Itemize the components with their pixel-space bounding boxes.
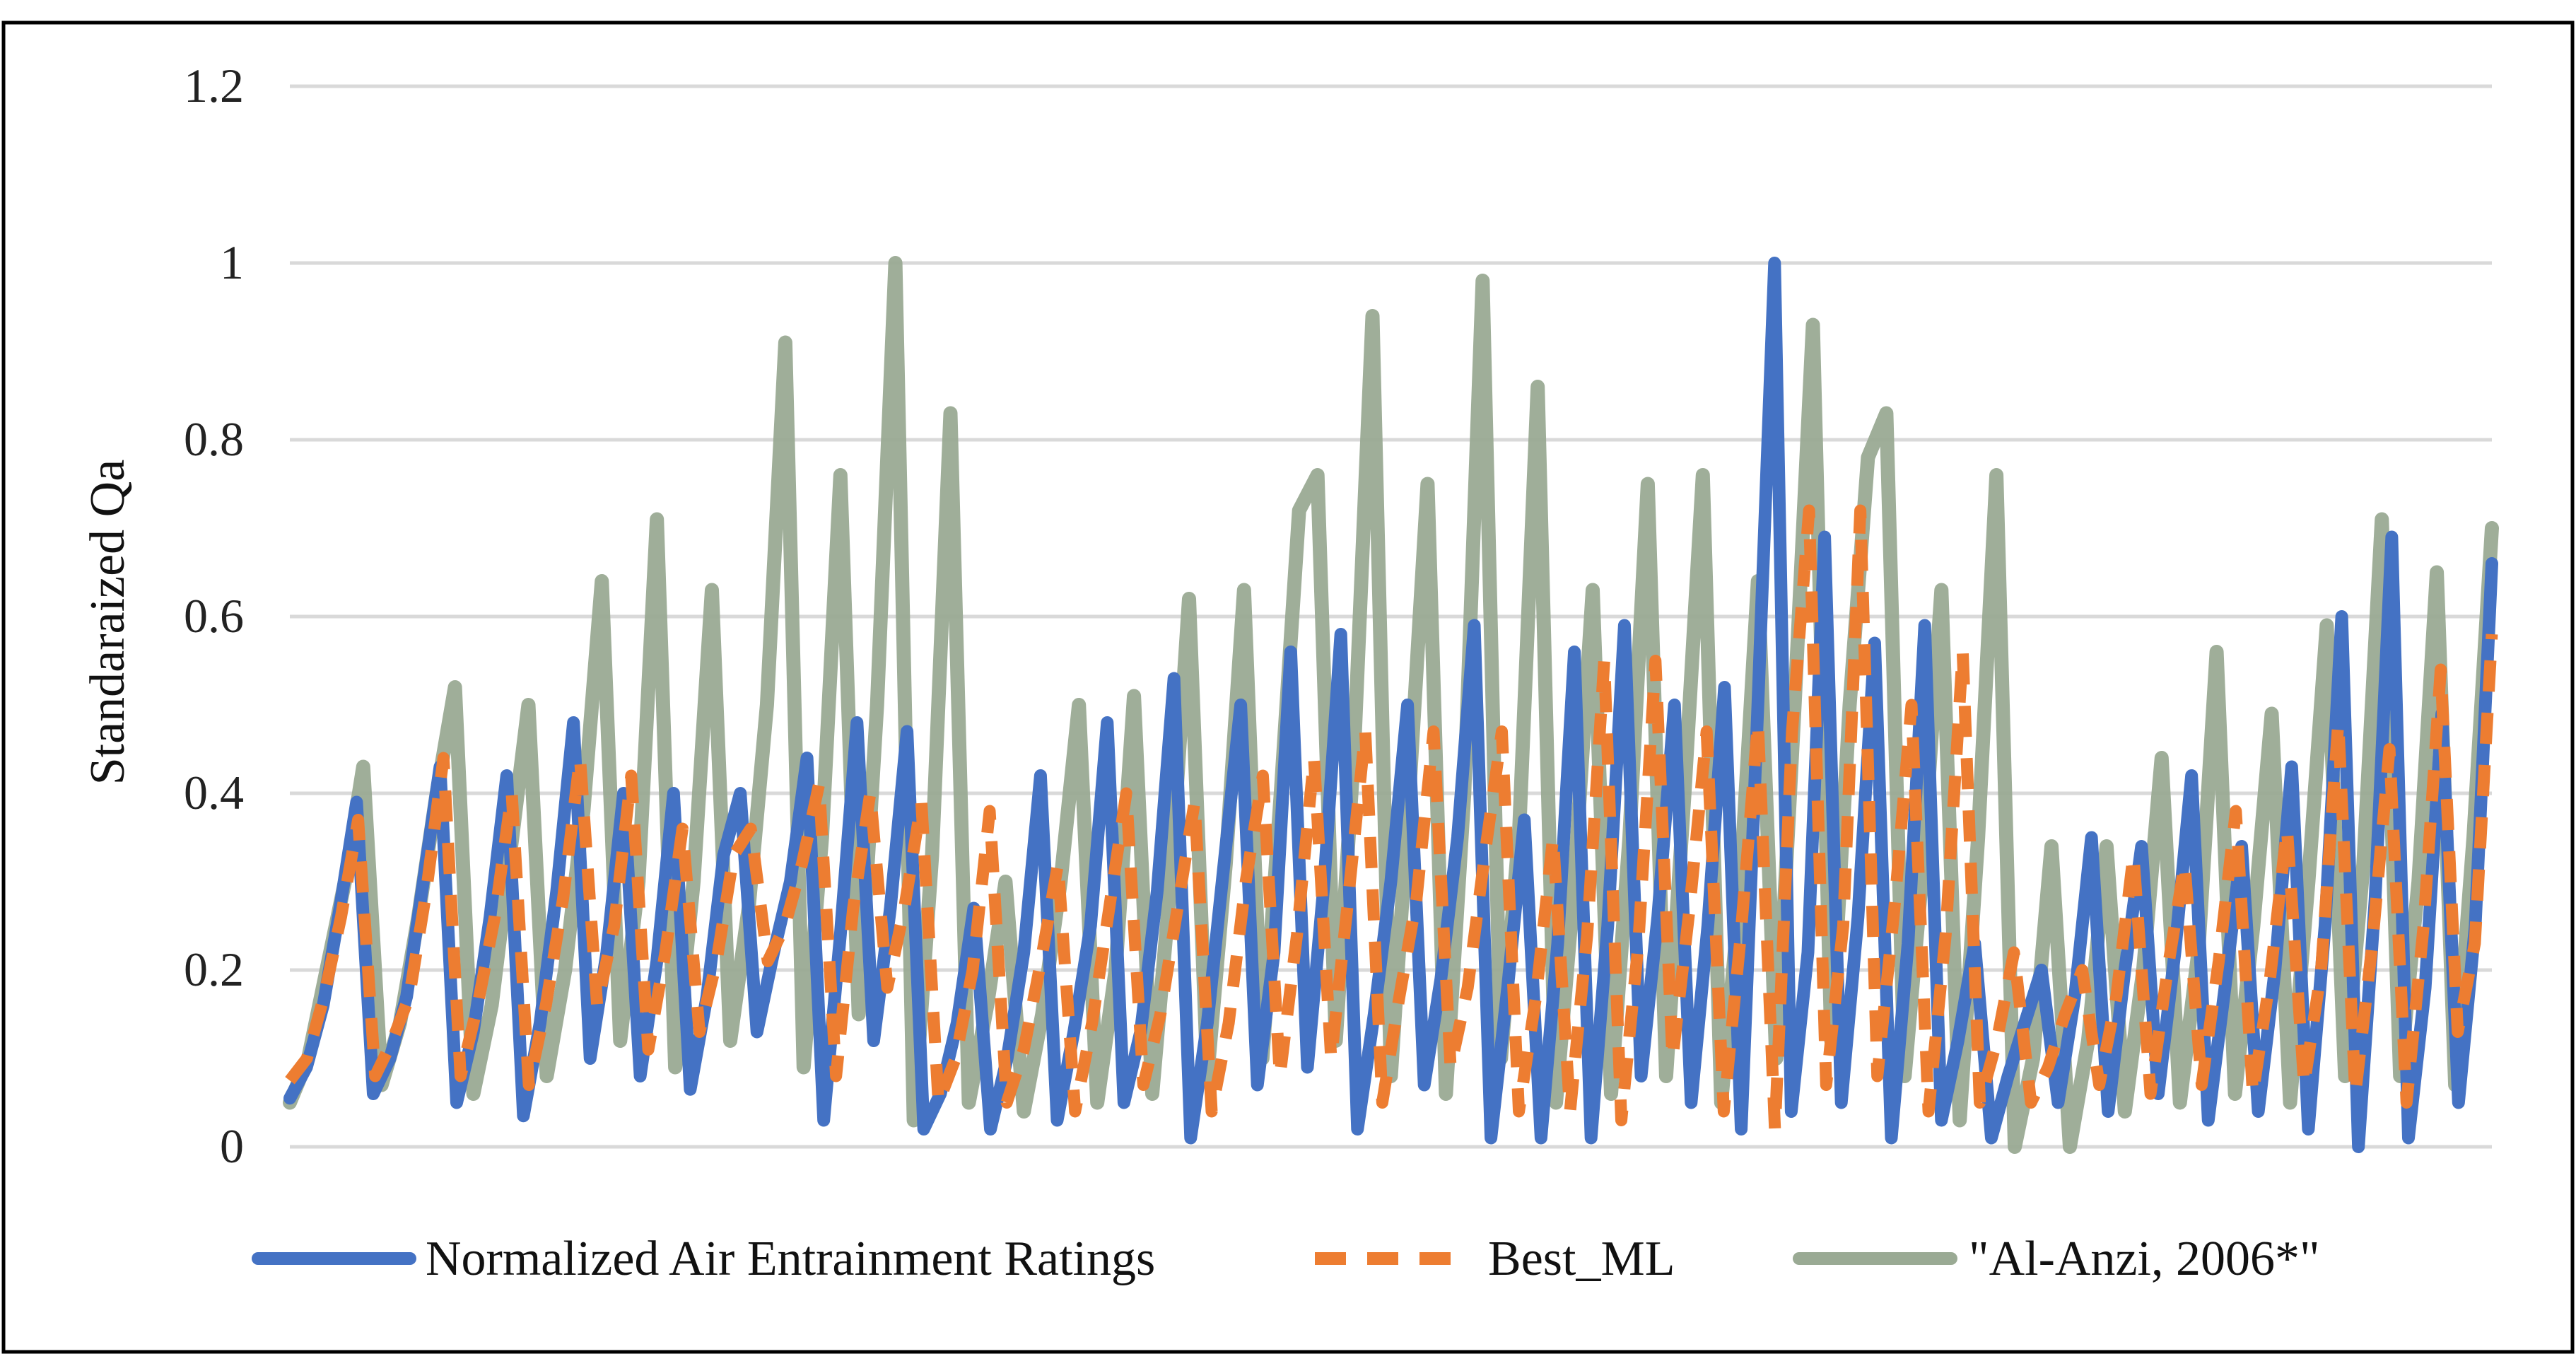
y-axis-ticks: 0 0.2 0.4 0.6 0.8 1 1.2: [184, 59, 244, 1173]
y-tick-label-1: 0.2: [184, 942, 244, 996]
y-tick-label-6: 1.2: [184, 59, 244, 112]
series-line-2: [283, 256, 2499, 1154]
series-line-0: [283, 257, 2498, 1153]
y-tick-label-5: 1: [220, 235, 244, 289]
series-line-1: [285, 504, 2498, 1136]
legend-label-2: "Al-Anzi, 2006*": [1969, 1232, 2320, 1286]
y-axis-title: Standaraized Qa: [81, 460, 135, 786]
y-tick-label-0: 0: [220, 1119, 244, 1173]
legend-label-1: Best_ML: [1488, 1232, 1675, 1286]
legend-label-0: Normalized Air Entrainment Ratings: [426, 1232, 1155, 1286]
y-tick-label-4: 0.8: [184, 412, 244, 466]
y-tick-label-3: 0.6: [184, 589, 244, 643]
plot-area: [283, 256, 2499, 1154]
legend: Normalized Air Entrainment Ratings Best_M…: [252, 1232, 2320, 1286]
y-tick-label-2: 0.4: [184, 766, 244, 819]
